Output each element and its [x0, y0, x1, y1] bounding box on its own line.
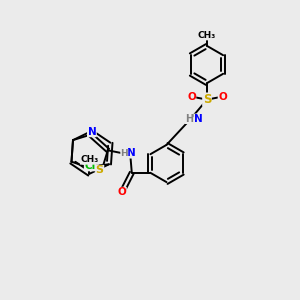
Text: Cl: Cl — [84, 161, 96, 171]
Text: O: O — [187, 92, 196, 102]
Text: O: O — [218, 92, 227, 102]
Text: S: S — [96, 165, 104, 176]
Text: N: N — [88, 127, 96, 137]
Text: O: O — [118, 187, 126, 197]
Text: S: S — [203, 93, 211, 106]
Text: H: H — [121, 149, 128, 158]
Text: CH₃: CH₃ — [198, 31, 216, 40]
Text: H: H — [185, 114, 193, 124]
Text: CH₃: CH₃ — [80, 155, 99, 164]
Text: N: N — [128, 148, 136, 158]
Text: N: N — [194, 114, 202, 124]
